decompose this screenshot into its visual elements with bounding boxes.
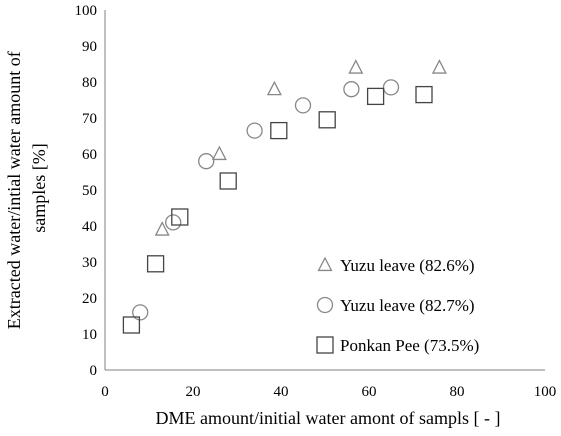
legend-circle-marker: [316, 296, 334, 314]
y-tick-label: 100: [75, 3, 98, 19]
y-tick-label: 30: [82, 255, 97, 271]
triangle-data-point: [154, 221, 170, 236]
legend-label: Yuzu leave (82.6%): [340, 256, 475, 275]
square-data-point: [146, 255, 165, 273]
square-data-point: [171, 208, 189, 226]
y-axis-label-line-2: samples [%]: [29, 143, 49, 232]
y-axis-label-line-1: Extracted water/intial water amount of: [4, 51, 24, 329]
square-data-point: [366, 87, 385, 106]
x-tick-label: 60: [362, 384, 377, 400]
y-axis-label: Extracted water/intial water amount of s…: [4, 47, 49, 329]
triangle-data-point: [211, 145, 227, 161]
circle-data-point: [246, 122, 263, 139]
x-tick-label: 80: [450, 384, 465, 400]
circle-data-point: [343, 81, 360, 98]
circle-data-point: [382, 79, 400, 96]
y-tick-label: 20: [82, 291, 97, 307]
square-data-point: [318, 111, 336, 129]
circle-data-point: [132, 304, 149, 321]
x-tick-label: 40: [274, 384, 289, 400]
circle-data-point: [165, 214, 182, 231]
triangle-data-point: [348, 59, 364, 74]
x-tick-label: 20: [186, 384, 201, 400]
y-tick-label: 90: [82, 39, 97, 55]
y-tick-label: 0: [90, 363, 98, 379]
y-tick-label: 70: [82, 111, 97, 127]
legend: Yuzu leave (82.6%) Yuzu leave (82.7%) Ponk…: [316, 256, 479, 355]
y-tick-label: 60: [82, 147, 97, 163]
triangle-data-point: [431, 59, 447, 74]
x-axis-label: DME amount/initial water amont of sampls…: [156, 408, 501, 428]
x-tick-label: 0: [101, 384, 109, 400]
circle-data-point: [294, 97, 312, 114]
y-tick-label: 40: [82, 219, 97, 235]
y-tick-label: 10: [82, 327, 97, 343]
square-data-point: [270, 121, 288, 140]
legend-label: Yuzu leave (82.7%): [340, 296, 475, 315]
square-data-point: [122, 316, 141, 334]
legend-square-marker: [316, 336, 334, 354]
y-tick-label: 80: [82, 75, 97, 91]
legend-label: Ponkan Pee (73.5%): [340, 336, 479, 355]
circle-data-point: [198, 153, 215, 170]
legend-triangle-marker: [317, 256, 333, 272]
triangle-data-point: [266, 80, 282, 96]
square-data-point: [219, 172, 237, 190]
square-data-point: [415, 85, 433, 104]
data-points: [122, 59, 447, 334]
y-tick-label: 50: [82, 183, 97, 199]
x-tick-label: 100: [534, 384, 557, 400]
plot-area: 0 10 20 30 40 50 60 70 80 90 100 0 20 40 60 80 100: [75, 3, 557, 400]
